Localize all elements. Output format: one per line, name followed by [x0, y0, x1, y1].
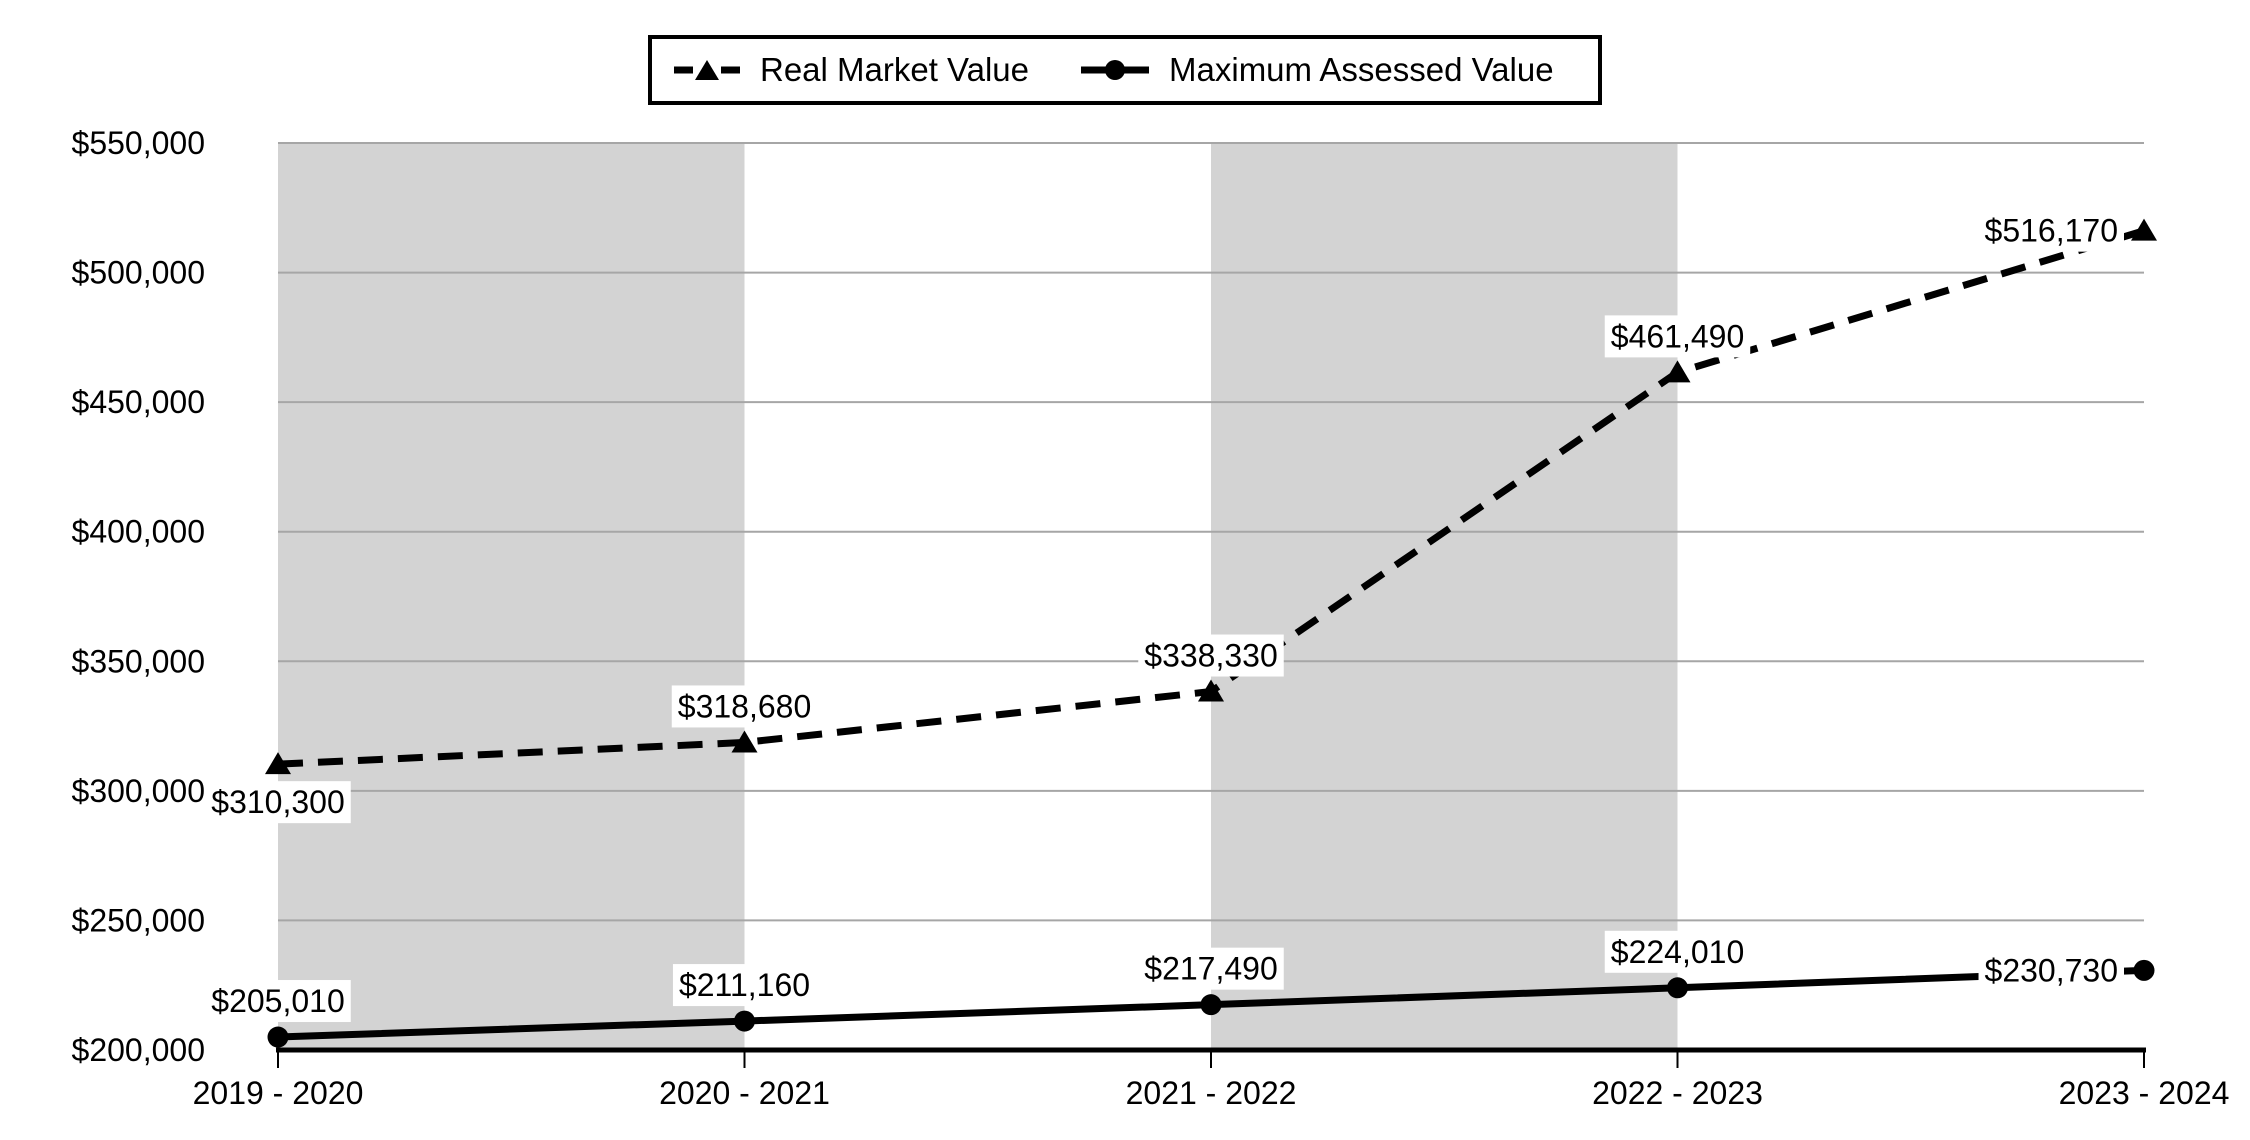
data-label-background: [205, 781, 351, 824]
data-label-background: [1978, 949, 2124, 992]
shaded-band: [278, 143, 745, 1050]
circle-marker-maximum-assessed-value: [267, 1026, 289, 1048]
data-label-real-market-value: $310,300: [211, 784, 344, 820]
x-axis-tick-label: 2020 - 2021: [659, 1075, 830, 1111]
data-label-maximum-assessed-value: $217,490: [1144, 951, 1277, 987]
data-label-real-market-value: $516,170: [1985, 213, 2118, 249]
data-label-background: [1978, 209, 2124, 252]
triangle-marker-real-market-value: [265, 752, 291, 775]
data-label-background: [1138, 634, 1284, 677]
data-label-background: [672, 964, 817, 1007]
legend-item-real-market-value: Real Market Value: [674, 51, 1029, 89]
data-label-maximum-assessed-value: $205,010: [211, 983, 344, 1019]
chart-legend: Real Market Value Maximum Assessed Value: [648, 35, 1602, 105]
data-label-background: [1604, 315, 1751, 358]
triangle-marker-real-market-value: [2131, 218, 2157, 241]
dashed-line-triangle-marker-icon: [674, 60, 740, 80]
data-label-maximum-assessed-value: $230,730: [1985, 952, 2118, 988]
data-label-real-market-value: $461,490: [1611, 318, 1744, 354]
circle-marker-maximum-assessed-value: [1200, 994, 1222, 1016]
y-axis-tick-label: $400,000: [72, 514, 205, 550]
y-axis-tick-label: $450,000: [72, 384, 205, 420]
y-axis-tick-label: $500,000: [72, 255, 205, 291]
legend-item-maximum-assessed-value: Maximum Assessed Value: [1081, 51, 1554, 89]
y-axis-tick-label: $550,000: [72, 125, 205, 161]
circle-marker-maximum-assessed-value: [1667, 977, 1688, 999]
data-label-background: [205, 980, 351, 1023]
data-label-real-market-value: $318,680: [678, 688, 811, 724]
triangle-marker-real-market-value: [1664, 360, 1691, 383]
triangle-marker-real-market-value: [731, 730, 758, 753]
circle-marker-maximum-assessed-value: [2133, 959, 2155, 981]
shaded-band: [1211, 143, 1678, 1050]
x-axis-tick-label: 2022 - 2023: [1592, 1075, 1763, 1111]
y-axis-tick-label: $250,000: [72, 902, 205, 938]
legend-label-maximum-assessed-value: Maximum Assessed Value: [1169, 51, 1554, 88]
data-label-background: [671, 685, 818, 728]
circle-marker-maximum-assessed-value: [734, 1010, 755, 1032]
x-axis-tick-label: 2023 - 2024: [2059, 1075, 2230, 1111]
data-label-background: [1604, 930, 1751, 973]
data-label-real-market-value: $338,330: [1144, 638, 1277, 674]
data-label-maximum-assessed-value: $224,010: [1611, 934, 1744, 970]
solid-line-circle-marker-icon: [1081, 60, 1150, 80]
triangle-marker-real-market-value: [1198, 679, 1224, 702]
legend-label-real-market-value: Real Market Value: [760, 51, 1030, 88]
data-label-maximum-assessed-value: $211,160: [679, 967, 810, 1003]
y-axis-tick-label: $350,000: [72, 643, 205, 679]
x-axis-tick-label: 2021 - 2022: [1126, 1075, 1297, 1111]
x-axis-tick-label: 2019 - 2020: [193, 1075, 364, 1111]
data-label-background: [1138, 947, 1284, 990]
y-axis-tick-label: $200,000: [72, 1032, 205, 1068]
y-axis-tick-label: $300,000: [72, 773, 205, 809]
